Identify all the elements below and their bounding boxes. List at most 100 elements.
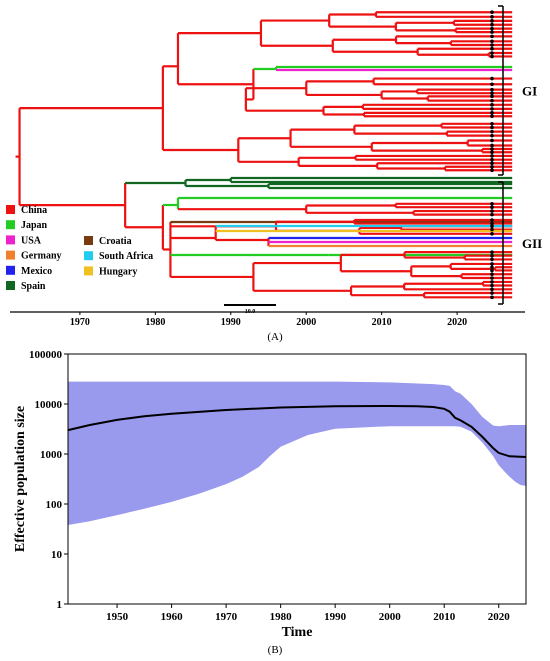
tip-marker (490, 283, 494, 288)
tip-marker (490, 39, 494, 44)
tip-marker (490, 125, 494, 130)
x-tick-label: 1990 (324, 611, 347, 623)
legend-label: Croatia (99, 236, 132, 247)
legend-label: Spain (21, 281, 46, 292)
tip-marker (490, 157, 494, 162)
tip-marker (490, 121, 494, 126)
tip-marker (490, 280, 494, 284)
tip-marker (490, 46, 494, 51)
tip-marker (490, 147, 494, 151)
x-tick-label: 2020 (488, 611, 511, 623)
x-tick-label: 1950 (106, 611, 129, 623)
tip-marker (490, 133, 494, 138)
legend-label: Mexico (21, 266, 52, 277)
median-line (67, 404, 527, 458)
x-tick-label: 2000 (379, 611, 402, 623)
tip-marker (490, 103, 494, 107)
legend-swatch (6, 281, 15, 290)
legend-label: China (21, 205, 47, 216)
tip-marker (490, 150, 494, 155)
plot-frame (67, 353, 527, 605)
legend-swatch (84, 236, 93, 245)
tip-marker (490, 218, 494, 222)
legend-label: Germany (21, 251, 62, 262)
tip-marker (490, 19, 494, 23)
tip-marker (490, 164, 494, 169)
tip-marker (490, 15, 494, 19)
skyline-axes: 1950 1960 1970 1980 1990 2000 2010 2020 1 10 100 10… (29, 349, 510, 623)
legend-label: South Africa (99, 251, 153, 262)
tip-marker (490, 91, 494, 96)
tip-marker (490, 221, 494, 226)
legend-swatch (84, 266, 93, 276)
legend-swatch (6, 220, 15, 230)
tree-axis-tick-label: 2020 (447, 317, 467, 328)
tip-marker (490, 168, 494, 173)
tip-marker (490, 143, 494, 148)
tip-marker (490, 26, 494, 31)
tip-marker (490, 272, 494, 277)
tip-marker (490, 107, 494, 111)
tree-axis-tick-label: 1980 (145, 317, 165, 328)
y-axis-label: Effective population size (13, 406, 28, 552)
tip-marker (490, 87, 494, 92)
panel-a-caption: (A) (267, 331, 283, 343)
tip-marker (490, 22, 494, 27)
tip-marker (490, 212, 494, 217)
tree-axis-tick-label: 2010 (372, 317, 392, 328)
clade-label: GII (522, 236, 542, 251)
legend-swatch (6, 205, 15, 214)
panel-a-phylogenetic-tree: GI GII China Japan USA Germany Mexico Spain Cro… (6, 5, 542, 343)
tip-marker (490, 34, 494, 39)
tip-marker (490, 138, 494, 143)
legend-swatch (6, 250, 15, 260)
legend-label: Hungary (99, 266, 137, 277)
x-tick-label: 2010 (433, 611, 456, 623)
tip-marker (490, 30, 494, 34)
panel-b-skyline-plot: 1950 1960 1970 1980 1990 2000 2010 2020 1 10 100 10… (13, 349, 527, 656)
hpd-interval-band (68, 381, 526, 525)
tip-marker (490, 250, 494, 254)
clade-brackets: GI GII (498, 5, 542, 305)
tip-markers (490, 10, 494, 300)
tree-axis-tick-label: 1990 (221, 317, 241, 328)
tip-marker (490, 94, 494, 99)
tip-marker (490, 232, 494, 236)
y-tick-label: 100 (46, 499, 63, 511)
tip-marker (490, 276, 494, 280)
tip-marker (490, 76, 494, 81)
tip-marker (490, 54, 494, 59)
tree-time-axis: 1970 1980 1990 2000 2010 2020 (10, 311, 525, 328)
country-legend: China Japan USA Germany Mexico Spain Croatia So… (6, 205, 153, 292)
tip-marker (490, 205, 494, 210)
tip-marker (490, 295, 494, 300)
tip-marker (490, 209, 494, 213)
tip-marker (490, 268, 494, 273)
tip-marker (490, 291, 494, 295)
tip-marker (490, 262, 494, 266)
y-tick-label: 10 (51, 549, 63, 561)
legend-label: Japan (21, 220, 48, 231)
x-tick-label: 1960 (161, 611, 184, 623)
x-axis-label: Time (282, 625, 313, 640)
tree-axis-tick-label: 1970 (70, 317, 90, 328)
tip-marker (490, 224, 494, 229)
tip-marker (490, 10, 494, 15)
tip-marker (490, 114, 494, 119)
tip-marker (490, 111, 494, 115)
tip-marker (490, 287, 494, 292)
tree-axis-tick-label: 2000 (296, 317, 316, 328)
tip-marker (490, 98, 494, 103)
tip-marker (490, 43, 494, 47)
legend-swatch (6, 235, 15, 245)
tip-marker (490, 253, 494, 258)
tip-marker (490, 265, 494, 270)
y-tick-label: 10000 (35, 399, 63, 411)
tip-marker (490, 161, 494, 166)
y-tick-label: 1000 (40, 449, 63, 461)
clade-label: GI (522, 84, 537, 99)
x-tick-label: 1980 (270, 611, 293, 623)
y-tick-label: 100000 (29, 349, 63, 361)
tip-marker (490, 82, 494, 87)
legend-label: USA (21, 235, 42, 246)
